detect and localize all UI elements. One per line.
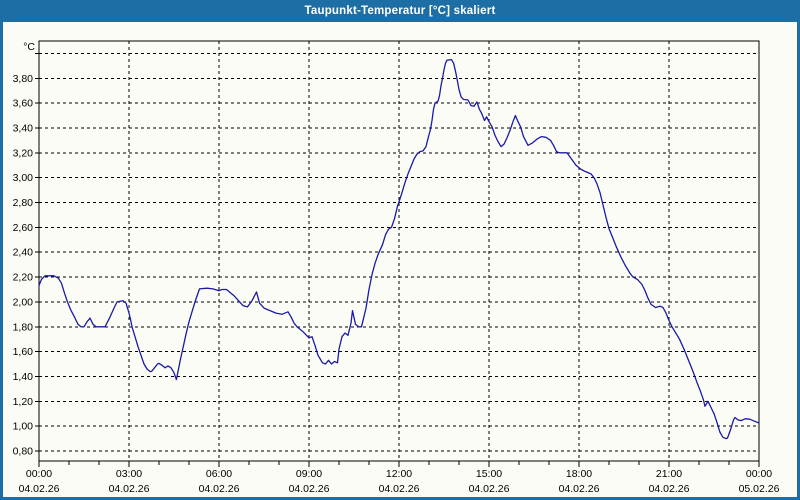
y-axis-label: 3,20 bbox=[13, 147, 34, 159]
x-axis-date-label: 04.02.26 bbox=[199, 483, 240, 495]
x-axis-time-label: 09:00 bbox=[296, 468, 322, 480]
x-axis-date-label: 04.02.26 bbox=[559, 483, 600, 495]
x-axis-time-label: 12:00 bbox=[386, 468, 412, 480]
y-axis-unit-label: °C bbox=[23, 41, 35, 53]
y-axis-label: 2,80 bbox=[13, 197, 34, 209]
x-axis-time-label: 03:00 bbox=[116, 468, 142, 480]
x-axis-time-label: 21:00 bbox=[656, 468, 682, 480]
y-axis-label: 1,60 bbox=[13, 346, 34, 358]
x-axis-time-label: 00:00 bbox=[746, 468, 772, 480]
x-axis-date-label: 04.02.26 bbox=[379, 483, 420, 495]
x-axis-time-label: 18:00 bbox=[566, 468, 592, 480]
y-axis-label: 3,60 bbox=[13, 98, 34, 110]
plot-border bbox=[38, 40, 760, 462]
y-axis-label: 1,40 bbox=[13, 371, 34, 383]
y-axis-label: 2,40 bbox=[13, 247, 34, 259]
y-axis-label: 2,20 bbox=[13, 272, 34, 284]
y-axis-label: 1,20 bbox=[13, 396, 34, 408]
dewpoint-series-line bbox=[38, 58, 760, 440]
x-axis-time-label: 06:00 bbox=[206, 468, 232, 480]
x-axis-time-label: 00:00 bbox=[26, 468, 52, 480]
y-axis-label: 2,60 bbox=[13, 222, 34, 234]
y-axis-label: 1,00 bbox=[13, 421, 34, 433]
chart-panel: 0,80 1,00 1,20 1,40 1,60 1,80 2,00 2,20 2,40 2,60… bbox=[3, 22, 797, 497]
x-axis-date-label: 05.02.26 bbox=[739, 483, 780, 495]
x-axis-date-label: 04.02.26 bbox=[469, 483, 510, 495]
y-axis-label: 0,80 bbox=[13, 446, 34, 458]
y-axis-label: 3,40 bbox=[13, 122, 34, 134]
y-axis-label: 2,00 bbox=[13, 296, 34, 308]
dewpoint-temperature-line-chart: 0,80 1,00 1,20 1,40 1,60 1,80 2,00 2,20 2,40 2,60… bbox=[13, 40, 780, 495]
y-axis-label: 3,00 bbox=[13, 172, 34, 184]
y-axis-label: 1,80 bbox=[13, 321, 34, 333]
x-axis-date-label: 04.02.26 bbox=[289, 483, 330, 495]
window-title: Taupunkt-Temperatur [°C] skaliert bbox=[304, 5, 496, 17]
y-axis-label: 3,80 bbox=[13, 73, 34, 85]
x-axis-time-label: 15:00 bbox=[476, 468, 502, 480]
x-axis-date-label: 04.02.26 bbox=[19, 483, 60, 495]
x-axis-date-label: 04.02.26 bbox=[649, 483, 690, 495]
x-axis-date-label: 04.02.26 bbox=[109, 483, 150, 495]
window-titlebar: Taupunkt-Temperatur [°C] skaliert bbox=[0, 0, 800, 22]
